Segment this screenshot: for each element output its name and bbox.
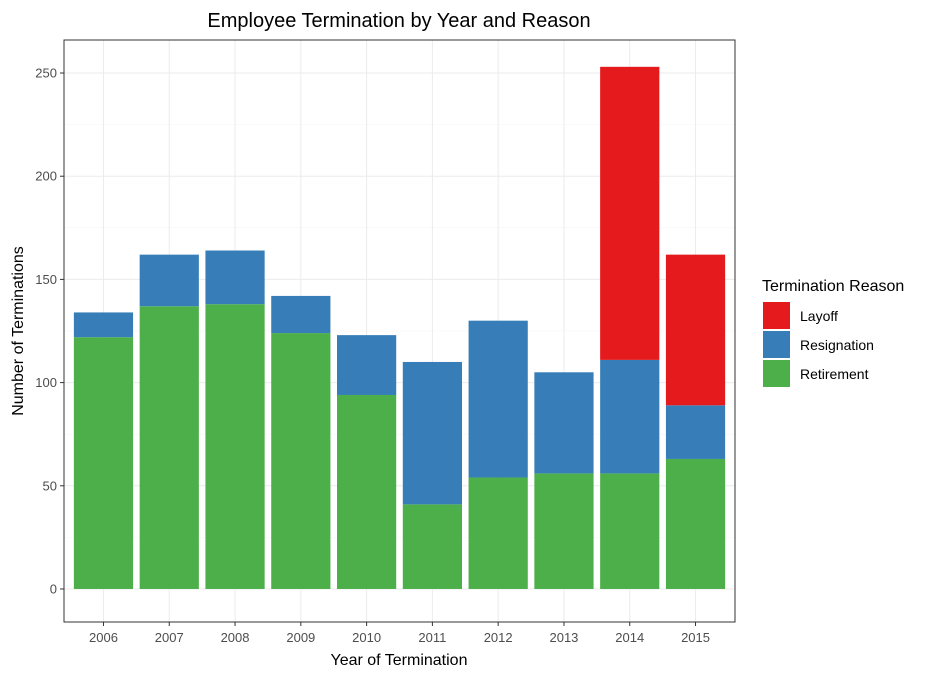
legend-label-retirement: Retirement	[800, 366, 869, 382]
bar-resignation-2006	[73, 312, 134, 338]
bar-resignation-2008	[205, 250, 265, 305]
x-tick-label: 2012	[484, 630, 513, 645]
bar-resignation-2011	[402, 361, 462, 505]
bar-retirement-2012	[468, 477, 528, 589]
y-tick-label: 100	[35, 375, 57, 390]
legend-label-layoff: Layoff	[800, 308, 838, 324]
plot-panel-border	[63, 39, 736, 623]
legend-key-layoff	[763, 302, 790, 329]
bar-resignation-2007	[139, 254, 199, 307]
bar-retirement-2008	[205, 304, 265, 589]
x-tick-label: 2006	[89, 630, 118, 645]
bar-layoff-2014	[600, 66, 660, 360]
legend-label-resignation: Resignation	[800, 337, 874, 353]
x-tick-label: 2014	[615, 630, 644, 645]
legend: Termination Reason Layoff Resignation Reti…	[762, 278, 904, 387]
y-tick-label: 250	[35, 66, 57, 81]
x-tick-label: 2008	[221, 630, 250, 645]
bar-layoff-2015	[665, 254, 726, 406]
bar-retirement-2009	[271, 333, 331, 589]
bar-resignation-2012	[468, 320, 528, 478]
bar-retirement-2013	[534, 473, 594, 589]
x-axis: 2006 2007 2008 2009 2010 2011 2012 2013 2014 2015	[89, 622, 710, 645]
y-tick-label: 200	[35, 169, 57, 184]
bars	[73, 66, 726, 589]
y-tick-label: 0	[50, 581, 57, 596]
chart-title: Employee Termination by Year and Reason	[207, 10, 590, 32]
bar-retirement-2010	[337, 394, 397, 589]
bar-retirement-2007	[139, 306, 199, 589]
x-tick-label: 2010	[352, 630, 381, 645]
legend-title: Termination Reason	[762, 278, 904, 295]
bar-retirement-2006	[73, 337, 134, 589]
bar-retirement-2011	[402, 504, 462, 589]
x-tick-label: 2007	[155, 630, 184, 645]
y-axis: 0 50 100 150 200 250	[35, 66, 64, 596]
y-tick-label: 150	[35, 272, 57, 287]
x-tick-label: 2013	[549, 630, 578, 645]
bar-retirement-2014	[600, 473, 660, 589]
x-tick-label: 2015	[681, 630, 710, 645]
bar-resignation-2014	[600, 359, 660, 474]
legend-key-resignation	[763, 331, 790, 358]
bar-resignation-2015	[665, 405, 726, 459]
y-tick-label: 50	[43, 478, 57, 493]
y-axis-title: Number of Terminations	[10, 246, 27, 416]
bar-resignation-2010	[337, 335, 397, 395]
bar-resignation-2009	[271, 295, 331, 334]
legend-key-retirement	[763, 360, 790, 387]
x-tick-label: 2009	[286, 630, 315, 645]
bar-resignation-2013	[534, 372, 594, 474]
bar-retirement-2015	[665, 458, 726, 589]
x-axis-title: Year of Termination	[331, 652, 468, 669]
x-tick-label: 2011	[418, 630, 446, 645]
